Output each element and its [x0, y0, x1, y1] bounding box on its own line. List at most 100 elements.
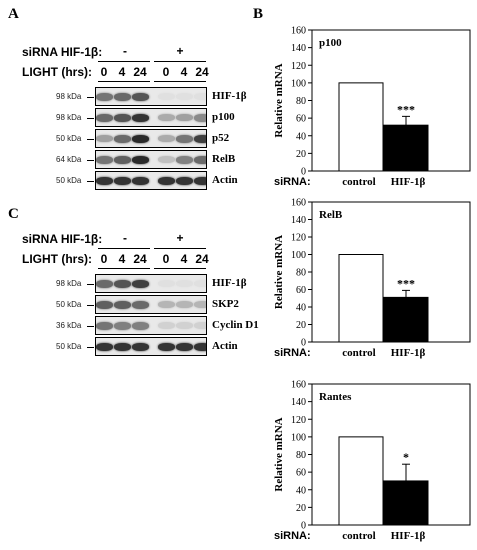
- y-tick-label: 40: [296, 131, 306, 142]
- protein-label: p52: [212, 131, 230, 144]
- panel-letter-c: C: [8, 206, 19, 222]
- y-tick-label: 40: [296, 485, 306, 496]
- group-underline: [154, 248, 206, 249]
- group-label-plus: +: [176, 231, 184, 245]
- y-tick-label: 80: [296, 268, 306, 279]
- protein-band: [194, 156, 206, 164]
- y-tick-label: 60: [296, 285, 306, 296]
- protein-band: [132, 322, 149, 330]
- y-tick-label: 120: [291, 233, 306, 244]
- lane-label: 4: [118, 65, 126, 79]
- lane-underline: [98, 81, 150, 82]
- protein-band: [114, 114, 131, 122]
- y-tick-label: 0: [301, 521, 306, 532]
- blot-strip: [95, 316, 207, 335]
- y-tick-label: 160: [291, 26, 306, 37]
- protein-band: [96, 156, 113, 164]
- protein-band: [96, 280, 113, 288]
- protein-band: [194, 322, 206, 329]
- protein-band: [114, 322, 131, 330]
- protein-band: [96, 114, 113, 122]
- marker-tick: [87, 304, 94, 306]
- y-tick-label: 140: [291, 397, 306, 408]
- category-label: control: [342, 530, 375, 542]
- molecular-weight-label: 50 kDa: [56, 299, 82, 309]
- protein-label: Actin: [212, 339, 238, 352]
- sirna-axis-label: siRNA:: [274, 347, 311, 359]
- protein-band: [96, 135, 113, 142]
- marker-tick: [87, 346, 94, 348]
- protein-label: SKP2: [212, 297, 239, 310]
- group-label-minus: -: [123, 44, 127, 58]
- lane-label: 0: [100, 65, 108, 79]
- lane-label: 4: [180, 252, 188, 266]
- category-label: HIF-1β: [391, 347, 426, 359]
- protein-label: p100: [212, 110, 235, 123]
- bar-control: [338, 254, 384, 343]
- panel-letter-b: B: [253, 6, 264, 22]
- significance-marker: *: [403, 450, 409, 464]
- protein-band: [158, 177, 175, 185]
- lane-label: 0: [162, 65, 170, 79]
- marker-tick: [87, 159, 94, 161]
- category-label: control: [342, 176, 375, 188]
- group-underline: [98, 61, 150, 62]
- protein-label: RelB: [212, 152, 236, 165]
- bar-chart-relb: 0 20 40 60 80 100 120 140 160 Relative mRNA RelB co…: [273, 198, 471, 359]
- y-tick-label: 140: [291, 43, 306, 54]
- blot-strip: [95, 274, 207, 293]
- y-tick-label: 20: [296, 320, 306, 331]
- lane-label: 24: [195, 252, 209, 266]
- protein-band: [158, 93, 175, 100]
- sirna-label: siRNA HIF-1β:: [22, 45, 103, 59]
- lane-label: 0: [100, 252, 108, 266]
- lane-label: 24: [133, 252, 147, 266]
- y-tick-label: 120: [291, 415, 306, 426]
- bar-chart-p100: 0 20 40 60 80 100 120 140 160 Relative mRNA p100 co…: [273, 26, 471, 188]
- molecular-weight-label: 50 kDa: [56, 133, 82, 143]
- protein-band: [158, 343, 175, 351]
- bar-hif1b: [383, 296, 429, 343]
- protein-band: [194, 177, 206, 185]
- sirna-axis-label: siRNA:: [274, 176, 311, 188]
- y-axis-label: Relative mRNA: [273, 235, 285, 309]
- protein-band: [132, 280, 149, 288]
- lane-label: 4: [118, 252, 126, 266]
- group-label-minus: -: [123, 231, 127, 245]
- protein-band: [132, 114, 149, 122]
- blot-strip: [95, 295, 207, 314]
- lane-label: 24: [195, 65, 209, 79]
- protein-band: [158, 322, 175, 329]
- category-label: control: [342, 347, 375, 359]
- chart-title: p100: [319, 37, 342, 49]
- protein-band: [132, 177, 149, 185]
- protein-band: [158, 301, 175, 308]
- bar-control: [338, 82, 384, 172]
- protein-label: HIF-1β: [212, 276, 247, 289]
- protein-band: [194, 114, 206, 122]
- protein-band: [96, 301, 113, 309]
- y-tick-label: 80: [296, 450, 306, 461]
- light-label: LIGHT (hrs):: [22, 252, 92, 266]
- y-tick-label: 40: [296, 303, 306, 314]
- protein-band: [114, 156, 131, 164]
- protein-label: HIF-1β: [212, 89, 247, 102]
- marker-tick: [87, 180, 94, 182]
- protein-band: [176, 114, 193, 121]
- protein-band: [96, 93, 113, 101]
- y-tick-label: 160: [291, 198, 306, 209]
- protein-band: [114, 280, 131, 288]
- lane-label: 24: [133, 65, 147, 79]
- protein-band: [176, 322, 193, 329]
- category-label: HIF-1β: [391, 176, 426, 188]
- protein-band: [176, 177, 193, 185]
- marker-tick: [87, 96, 94, 98]
- chart-title: Rantes: [319, 391, 352, 403]
- sirna-axis-label: siRNA:: [274, 530, 311, 542]
- significance-marker: ***: [397, 276, 415, 290]
- protein-band: [96, 322, 113, 330]
- blot-strip: [95, 150, 207, 169]
- bar-hif1b: [383, 124, 429, 172]
- y-tick-label: 120: [291, 61, 306, 72]
- protein-band: [194, 280, 206, 287]
